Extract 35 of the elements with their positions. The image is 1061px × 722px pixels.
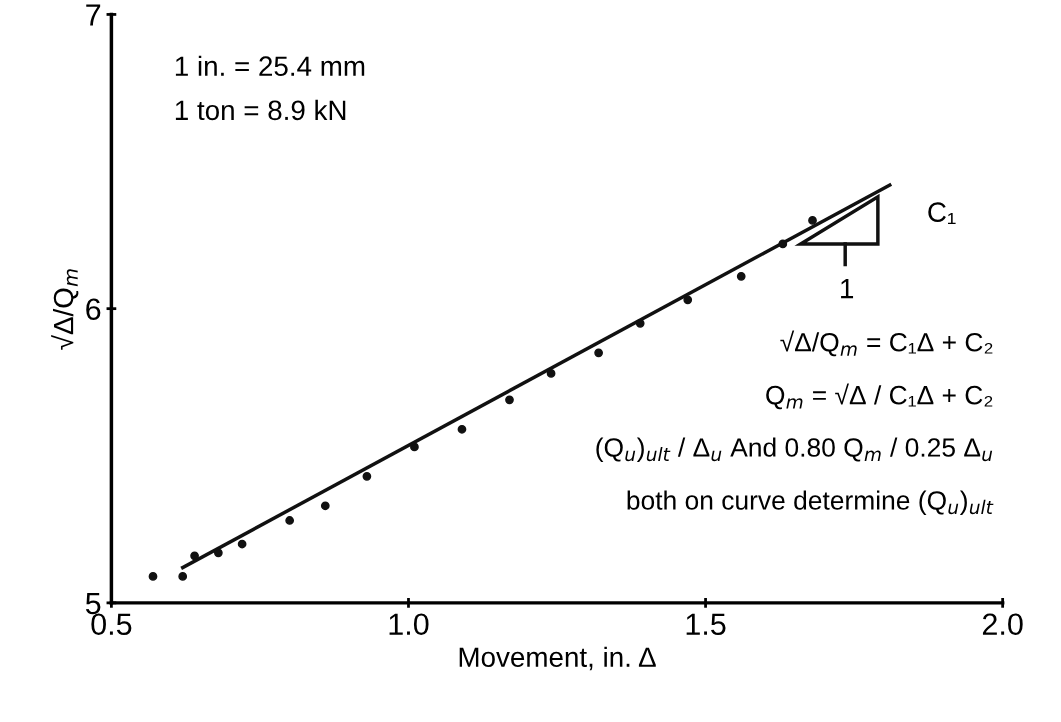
point <box>778 239 788 249</box>
point <box>736 271 746 281</box>
x-tick-label: 0.5 <box>91 613 132 636</box>
point <box>178 572 188 581</box>
point <box>285 516 295 525</box>
point <box>505 395 514 405</box>
annotation: Q$_{m}$ = √Δ / C₁Δ + C₂ <box>766 383 993 410</box>
x-tick-label: 1.5 <box>686 613 726 636</box>
point <box>320 501 330 511</box>
x-tick-label: 1.0 <box>389 613 429 636</box>
point <box>808 216 817 225</box>
annotation: 1 <box>841 279 854 299</box>
annotation: 1 ton = 8.9 kN <box>175 99 346 121</box>
point <box>635 318 645 328</box>
y-tick-label: 7 <box>86 4 101 26</box>
point <box>190 551 199 561</box>
point <box>237 539 247 549</box>
point <box>410 442 419 452</box>
point <box>594 348 603 358</box>
y-tick-label: 5 <box>85 592 101 615</box>
point <box>362 471 372 481</box>
x-axis-title: Movement, in. Δ <box>459 646 656 671</box>
point <box>148 572 158 581</box>
annotation: √Δ/Q$_{m}$ = C₁Δ + C₂ <box>780 330 993 357</box>
point <box>546 369 556 378</box>
annotation: 1 in. = 25.4 mm <box>175 55 365 77</box>
point <box>683 295 693 305</box>
point <box>457 424 467 434</box>
point <box>213 548 223 558</box>
annotation: C₁ <box>928 202 956 225</box>
y-axis-title: √Δ/Q$_{m}$ <box>51 269 79 350</box>
text: (Q$_{u}$)$_{ult}$ / Δ$_{u}$ And 0.80 Q$_{m}$ / 0.25 Δ$_{u}$ <box>596 437 993 463</box>
annotation: both on curve determine (Q$_{u}$)$_{ult}$ <box>627 490 994 516</box>
x-tick-label: 2.0 <box>982 613 1023 636</box>
y-tick-label: 6 <box>86 298 101 321</box>
